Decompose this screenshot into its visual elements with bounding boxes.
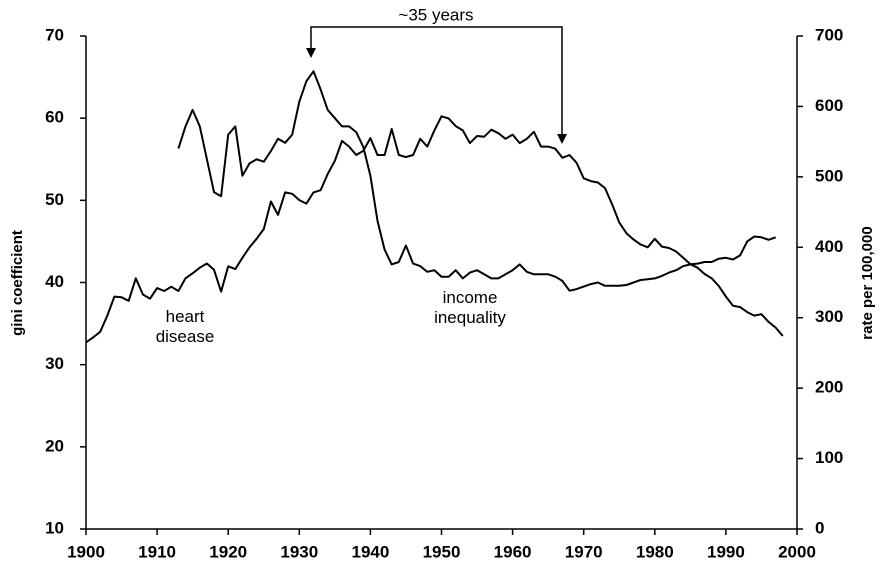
series-line bbox=[85, 115, 784, 344]
y2-tick-label: 0 bbox=[815, 518, 824, 537]
y-axis-title: gini coefficient bbox=[9, 230, 26, 336]
y2-tick-label: 500 bbox=[815, 166, 843, 185]
y2-tick-label: 200 bbox=[815, 378, 843, 397]
x-tick-label: 1910 bbox=[138, 542, 176, 561]
y2-tick-label: 100 bbox=[815, 448, 843, 467]
y-tick-label: 50 bbox=[45, 190, 64, 209]
x-tick-label: 1960 bbox=[494, 542, 532, 561]
x-tick-label: 1940 bbox=[351, 542, 389, 561]
y-tick-label: 60 bbox=[45, 108, 64, 127]
y-tick-label: 20 bbox=[45, 436, 64, 455]
x-tick-label: 1920 bbox=[209, 542, 247, 561]
series-label: heart disease bbox=[155, 307, 215, 346]
x-tick-label: 1990 bbox=[707, 542, 745, 561]
arrowhead bbox=[557, 134, 567, 144]
y2-tick-label: 400 bbox=[815, 237, 843, 256]
y2-tick-label: 700 bbox=[815, 25, 843, 44]
x-tick-label: 1970 bbox=[565, 542, 603, 561]
y-tick-label: 40 bbox=[45, 272, 64, 291]
x-tick-label: 1900 bbox=[67, 542, 105, 561]
x-tick-label: 1930 bbox=[280, 542, 318, 561]
x-tick-label: 1980 bbox=[636, 542, 674, 561]
series-label: income inequality bbox=[434, 288, 506, 327]
y2-axis-title: rate per 100,000 bbox=[859, 226, 876, 339]
y-tick-label: 70 bbox=[45, 25, 64, 44]
arrowhead bbox=[306, 48, 316, 58]
y2-tick-label: 300 bbox=[815, 307, 843, 326]
annotation-bracket bbox=[310, 26, 563, 142]
series-line bbox=[177, 70, 777, 292]
y-tick-label: 30 bbox=[45, 354, 64, 373]
y-tick-label: 10 bbox=[45, 518, 64, 537]
y2-tick-label: 600 bbox=[815, 96, 843, 115]
annotation: ~35 years bbox=[398, 5, 473, 24]
x-tick-label: 2000 bbox=[778, 542, 816, 561]
x-tick-label: 1950 bbox=[423, 542, 461, 561]
